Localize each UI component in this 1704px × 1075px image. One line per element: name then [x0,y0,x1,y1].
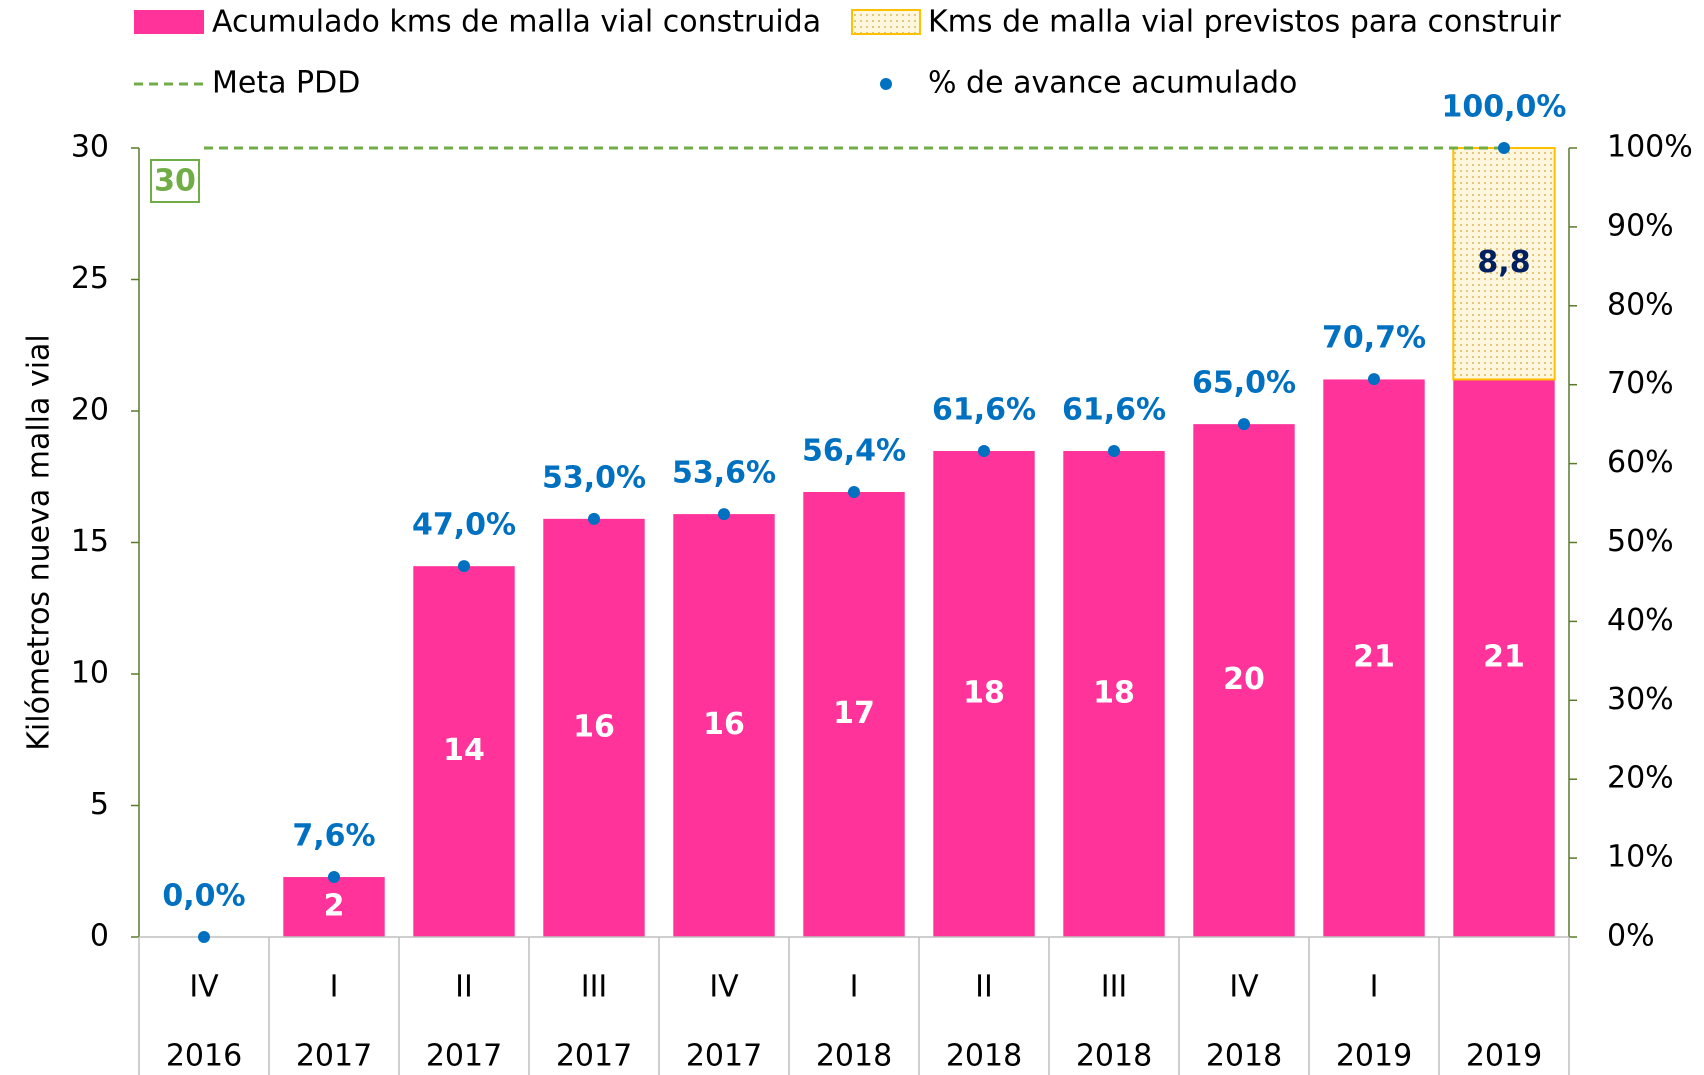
bar [1063,450,1165,937]
bar-value-label: 2 [324,889,345,924]
legend-swatch [880,78,892,90]
point [1368,373,1380,386]
bar-value-label: 16 [573,709,615,744]
bar [1323,379,1425,937]
point-value-label: 61,6% [932,392,1036,427]
point [328,871,340,884]
point [1108,444,1120,457]
x-group-label: 2018 [816,1039,892,1074]
bar-value-label: 20 [1223,662,1265,697]
point [1498,142,1510,154]
annotation: 30 [154,164,196,199]
y-tick-label: 0 [90,919,109,954]
point [718,508,730,521]
x-tick-label: I [1370,970,1379,1005]
point-value-label: 53,6% [672,456,776,491]
y2-tick-label: 60% [1607,445,1674,480]
x-tick-label: III [581,970,608,1005]
bar [1453,379,1555,937]
x-group-label: 2017 [426,1039,502,1074]
x-group-label: 2018 [1206,1039,1282,1074]
point-value-label: 70,7% [1322,321,1426,356]
bar-value-label: 21 [1353,640,1395,675]
y-axis-title: Kilómetros nueva malla vial [22,334,57,751]
bar-value-label: 14 [443,733,485,768]
x-group-label: 2016 [166,1039,242,1074]
point [848,486,860,499]
y2-tick-label: 20% [1607,761,1674,796]
x-tick-label: I [330,970,339,1005]
x-group-label: 2017 [556,1039,632,1074]
x-tick-label: II [975,970,993,1005]
bar-value-label: 18 [1093,675,1135,710]
x-tick-label: II [455,970,473,1005]
y2-tick-label: 50% [1607,524,1674,559]
legend-label: Kms de malla vial previstos para constru… [928,5,1561,40]
bar-value-label: 21 [1483,640,1525,675]
y2-tick-label: 0% [1607,919,1655,954]
point-value-label: 65,0% [1192,366,1296,401]
bar-value-label: 18 [963,675,1005,710]
legend-label: % de avance acumulado [928,66,1297,101]
y2-tick-label: 90% [1607,208,1674,243]
point [978,444,990,457]
y2-tick-label: 80% [1607,287,1674,322]
bar [1193,424,1295,937]
bar-value-label: 8,8 [1477,245,1530,280]
y2-tick-label: 40% [1607,603,1674,638]
x-tick-label: IV [709,970,739,1005]
y-tick-label: 10 [71,656,109,691]
y2-tick-label: 30% [1607,682,1674,717]
legend-swatch [851,9,921,35]
x-tick-label: I [850,970,859,1005]
y-tick-label: 30 [71,130,109,165]
point [458,560,470,573]
point-value-label: 61,6% [1062,392,1166,427]
x-tick-label: IV [189,970,219,1005]
bar-value-label: 16 [703,707,745,742]
y-tick-label: 20 [71,393,109,428]
x-group-label: 2017 [686,1039,762,1074]
annotation-box [150,159,200,203]
y2-tick-label: 10% [1607,840,1674,875]
point-value-label: 100,0% [1442,90,1567,125]
stacked-bar [1452,147,1556,381]
x-group-label: 2019 [1336,1039,1412,1074]
point [1238,418,1250,431]
y-tick-label: 25 [71,261,109,296]
legend-label: Meta PDD [212,66,360,101]
x-group-label: 2019 [1466,1039,1542,1074]
y2-tick-label: 100% [1607,130,1693,165]
y-tick-label: 5 [90,787,109,822]
bar [803,492,905,937]
bar-value-label: 17 [833,696,875,731]
point [198,931,210,943]
point [588,512,600,525]
point-value-label: 53,0% [542,460,646,495]
x-tick-label: III [1101,970,1128,1005]
point-value-label: 56,4% [802,434,906,469]
legend-swatch [134,10,204,34]
bar [543,518,645,937]
x-tick-label: IV [1229,970,1259,1005]
point-value-label: 7,6% [292,819,375,854]
x-group-label: 2017 [296,1039,372,1074]
legend-label: Acumulado kms de malla vial construida [212,5,821,40]
x-group-label: 2018 [1076,1039,1152,1074]
point-value-label: 47,0% [412,508,516,543]
bar [933,450,1035,937]
y-tick-label: 15 [71,524,109,559]
bar [283,877,385,937]
bar [673,514,775,937]
x-group-label: 2018 [946,1039,1022,1074]
bar [413,566,515,937]
y2-tick-label: 70% [1607,366,1674,401]
point-value-label: 0,0% [162,879,245,914]
